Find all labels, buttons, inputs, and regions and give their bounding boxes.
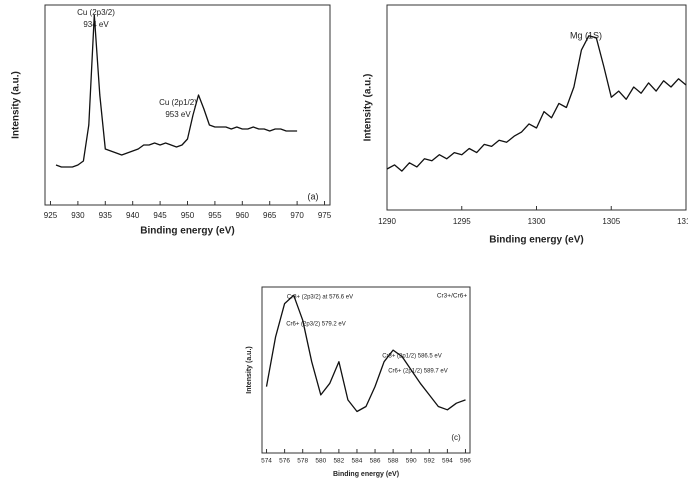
x-tick-label: 1310 [677, 217, 688, 226]
x-tick-label: 1295 [453, 217, 471, 226]
x-tick-label: 945 [153, 211, 167, 220]
plot-frame [386, 4, 687, 211]
annotation: (a) [308, 191, 319, 201]
x-axis-label: Binding energy (eV) [333, 471, 399, 478]
x-tick-label: 586 [370, 458, 381, 465]
spectrum-line [386, 35, 687, 172]
x-tick-label: 935 [99, 211, 113, 220]
x-tick-label: 940 [126, 211, 140, 220]
annotation: Cr3+ (2p1/2) 586.5 eV [382, 354, 442, 360]
x-tick-label: 965 [263, 211, 277, 220]
spectrum-line [55, 14, 298, 168]
x-axis-label: Binding energy (eV) [140, 226, 234, 237]
x-tick-label: 596 [460, 458, 471, 465]
x-tick-label: 580 [315, 458, 326, 465]
annotation: Cr6+ (2p3/2) 579.2 eV [286, 322, 346, 328]
annotation: Mg (1S) [570, 30, 602, 40]
annotation: (c) [451, 433, 461, 442]
annotation: Cu (2p1/2) [159, 98, 197, 107]
x-tick-label: 594 [442, 458, 453, 465]
x-tick-label: 578 [297, 458, 308, 465]
x-tick-label: 1300 [528, 217, 546, 226]
annotation: 934 eV [83, 20, 109, 29]
x-tick-label: 970 [290, 211, 304, 220]
spectrum-line [265, 294, 466, 413]
annotation: Cu (2p3/2) [77, 8, 115, 17]
y-axis-label: Intensity (a.u.) [11, 71, 22, 139]
y-axis-label: Intensity (a.u.) [363, 74, 374, 142]
x-tick-label: 592 [424, 458, 435, 465]
annotation: 953 eV [165, 110, 191, 119]
plot-frame [261, 286, 471, 454]
x-tick-label: 584 [352, 458, 363, 465]
x-tick-label: 574 [261, 458, 272, 465]
x-tick-label: 576 [279, 458, 290, 465]
x-tick-label: 582 [333, 458, 344, 465]
y-axis-label: Intensity (a.u.) [246, 346, 253, 393]
x-tick-label: 960 [236, 211, 250, 220]
x-tick-label: 975 [318, 211, 332, 220]
x-tick-label: 588 [388, 458, 399, 465]
annotation: Cr6+ (2p1/2) 589.7 eV [388, 369, 448, 375]
x-tick-label: 950 [181, 211, 195, 220]
annotation: Cr3+ (2p3/2) at 576.6 eV [287, 295, 353, 301]
x-tick-label: 925 [44, 211, 58, 220]
x-tick-label: 930 [71, 211, 85, 220]
annotation: Cr3+/Cr6+ [437, 293, 468, 300]
x-tick-label: 1290 [378, 217, 396, 226]
x-tick-label: 590 [406, 458, 417, 465]
x-tick-label: 1305 [602, 217, 620, 226]
x-axis-label: Binding energy (eV) [489, 235, 583, 246]
x-tick-label: 955 [208, 211, 222, 220]
